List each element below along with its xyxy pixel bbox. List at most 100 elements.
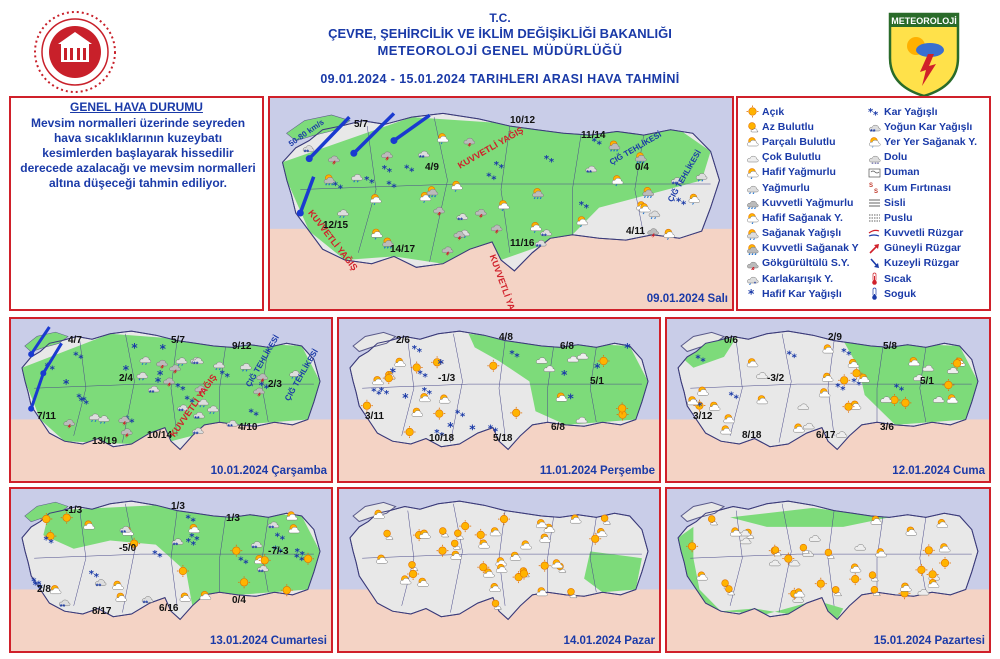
svg-text:**: ** — [143, 600, 149, 607]
svg-text:*: * — [191, 540, 197, 551]
sun-cloud-icon — [793, 423, 805, 433]
svg-text:*: * — [386, 180, 392, 191]
temperature-label: 2/9 — [828, 332, 842, 343]
sun-cloud-icon — [439, 394, 451, 404]
svg-text:*: * — [499, 163, 505, 174]
wind-arrow-head — [305, 155, 313, 163]
svg-text:*: * — [50, 365, 56, 376]
svg-text:*: * — [33, 580, 39, 591]
temperature-label: -1/3 — [65, 505, 83, 516]
svg-text:*: * — [748, 287, 755, 300]
svg-text:*: * — [175, 382, 181, 393]
snow-icon: ** — [33, 580, 44, 594]
light-snow-icon: * — [561, 368, 568, 382]
sun-cloud-icon — [489, 527, 502, 537]
sun-cloud-icon — [822, 344, 834, 354]
svg-text:**: ** — [96, 583, 102, 590]
snow-icon: ** — [729, 391, 740, 405]
svg-text:*: * — [544, 154, 550, 165]
sun-cloud-icon — [723, 414, 735, 424]
general-situation-text: Mevsim normalleri üzerinde seyreden hava… — [20, 116, 256, 190]
thunderstorm-icon — [121, 428, 133, 438]
svg-text:**: ** — [457, 218, 463, 225]
svg-text:*: * — [835, 382, 841, 393]
svg-text:*: * — [409, 167, 415, 178]
sun-small-cloud-icon — [383, 529, 394, 540]
svg-text:*: * — [390, 365, 397, 379]
sun-icon — [477, 561, 490, 574]
snow-icon: ** — [73, 351, 84, 365]
svg-text:**: ** — [536, 244, 542, 251]
sun-cloud-icon — [286, 511, 298, 521]
svg-text:*: * — [438, 357, 445, 371]
heavy-shower-icon — [382, 237, 394, 249]
province-border — [450, 503, 463, 613]
province-border — [778, 503, 792, 613]
heavy-shower-icon — [608, 140, 621, 152]
snow-icon: ** — [294, 552, 305, 566]
legend-item: Dolu — [868, 150, 977, 165]
legend-item: Soguk — [868, 286, 977, 301]
temperature-label: 3/11 — [365, 411, 384, 422]
forecast-map-day5: ** * * * * ** * * * * ** * * * * ** ** * * * * * * ** * * * * * * * * **… — [9, 487, 333, 653]
temperature-label: 11/14 — [581, 130, 606, 141]
legend-item: Kuzeyli Rüzgar — [868, 256, 977, 271]
snow-icon: ** — [851, 377, 862, 391]
sun-icon — [838, 374, 851, 387]
svg-text:*: * — [280, 535, 286, 546]
cloud-icon — [913, 374, 925, 381]
cloud-icon — [543, 365, 556, 372]
svg-text:*: * — [561, 368, 568, 382]
map-svg-day5: *** ** **** ** **** ** ****** ** ** **** ** ** ** ***… — [11, 489, 331, 621]
legend-column-2: * * Kar Yağışlı ** Yoğun Kar Yağışlı Yer Yer … — [868, 104, 977, 301]
temperature-label: -7/-3 — [268, 546, 289, 557]
thunderstorm-icon — [381, 151, 393, 162]
cloud-icon — [756, 372, 768, 379]
sun-cloud-icon — [793, 588, 806, 598]
svg-text:*: * — [338, 183, 344, 194]
snow-icon: ** — [494, 160, 505, 174]
svg-text:*: * — [273, 544, 279, 555]
light-rain-icon — [498, 200, 510, 212]
svg-text:*: * — [469, 423, 476, 437]
cloud-icon — [536, 357, 548, 364]
temperature-label: 11/16 — [510, 238, 535, 249]
sun-small-cloud-icon — [491, 599, 502, 610]
sun-cloud-icon — [373, 509, 385, 519]
sun-cloud-icon — [847, 358, 860, 368]
snow-icon: ** — [676, 196, 687, 210]
legend-label: Çok Bulutlu — [762, 151, 821, 164]
sun-small-cloud-icon — [746, 120, 759, 133]
sun-cloud-icon — [927, 578, 940, 588]
north-wind-arrow — [298, 176, 316, 214]
svg-text:*: * — [491, 175, 497, 186]
north-wind-arrow — [29, 372, 45, 410]
svg-text:*: * — [729, 391, 735, 402]
province-border — [358, 126, 377, 253]
svg-text:*: * — [391, 183, 397, 194]
map-svg-day2: **************************************** — [11, 319, 331, 451]
cold-icon — [868, 287, 881, 301]
rain-icon — [136, 372, 149, 381]
sun-small-cloud-icon — [725, 585, 736, 596]
north-wind-icon — [868, 257, 881, 270]
cloud-icon — [917, 588, 930, 596]
temperature-label: 10/18 — [429, 433, 455, 444]
light-snow-icon: * — [447, 420, 454, 434]
svg-text:**: ** — [121, 530, 127, 537]
turkey-outline — [349, 330, 649, 451]
svg-text:**: ** — [541, 234, 547, 241]
snow-icon: ** — [220, 369, 231, 383]
rain-icon — [207, 405, 219, 414]
province-border — [401, 510, 415, 606]
province-border — [450, 333, 463, 443]
sun-small-cloud-icon — [454, 529, 465, 540]
wind-arrow-head — [296, 209, 304, 217]
sun-cloud-icon — [394, 357, 406, 367]
header-ministry: ÇEVRE, ŞEHİRCİLİK VE İKLİM DEĞİŞİKLİĞİ B… — [328, 26, 672, 41]
svg-text:*: * — [157, 552, 163, 563]
temperature-label: 6/8 — [551, 422, 565, 433]
svg-text:*: * — [31, 576, 37, 587]
svg-text:*: * — [840, 385, 846, 396]
svg-text:*: * — [493, 427, 499, 438]
